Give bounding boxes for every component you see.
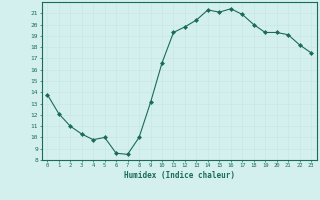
X-axis label: Humidex (Indice chaleur): Humidex (Indice chaleur) [124,171,235,180]
